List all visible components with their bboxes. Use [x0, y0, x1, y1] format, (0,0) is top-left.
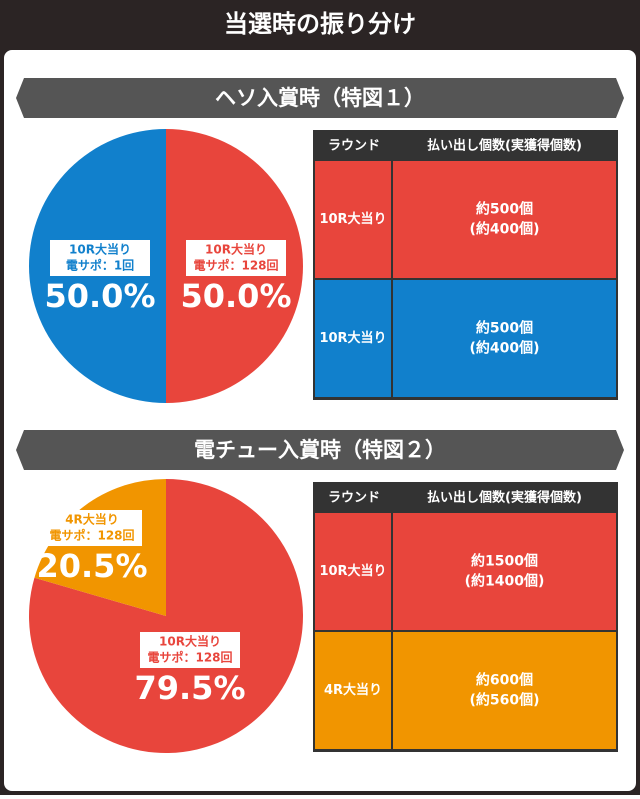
slice-value: 50.0% — [44, 277, 155, 315]
round-label: 10R大当り — [319, 563, 386, 579]
label-box — [50, 240, 150, 276]
payout: 約1500個 — [471, 553, 538, 570]
round-label: 10R大当り — [319, 330, 386, 346]
payout-actual: (約560個) — [469, 692, 539, 709]
slice-sublabel: 電サポ：1回 — [66, 258, 134, 273]
table-cell — [393, 632, 616, 749]
page-title: 当選時の振り分け — [224, 10, 416, 38]
table-header: 払い出し個数(実獲得個数) — [427, 138, 582, 154]
table-cell — [315, 513, 391, 630]
table-cell — [315, 632, 391, 749]
table-cell — [393, 280, 616, 397]
slice-label: 10R大当り — [159, 634, 221, 649]
table-header: ラウンド — [328, 139, 380, 154]
payout-actual: (約400個) — [469, 340, 539, 357]
payout: 約500個 — [476, 201, 533, 218]
payout-actual: (約400個) — [469, 221, 539, 238]
payout: 約600個 — [476, 672, 533, 689]
pie-slice — [28, 479, 303, 754]
slice-sublabel: 電サポ：128回 — [147, 650, 232, 665]
table-header: ラウンド — [328, 491, 380, 506]
slice-sublabel: 電サポ：128回 — [193, 258, 278, 273]
round-label: 4R大当り — [324, 682, 382, 698]
payout-actual: (約1400個) — [465, 573, 545, 590]
section-title: 電チュー入賞時（特図２） — [194, 438, 446, 462]
section-banner — [16, 78, 624, 118]
payout: 約500個 — [476, 320, 533, 337]
table-cell — [393, 161, 616, 278]
label-box — [140, 632, 240, 668]
table-header: 払い出し個数(実獲得個数) — [427, 490, 582, 506]
label-box — [42, 510, 142, 546]
table-cell — [393, 513, 616, 630]
section-title: ヘソ入賞時（特図１） — [215, 86, 425, 110]
slice-label: 4R大当り — [65, 512, 119, 527]
slice-label: 10R大当り — [69, 242, 131, 257]
table-cell — [315, 280, 391, 397]
section-banner — [16, 430, 624, 470]
table-cell — [315, 161, 391, 278]
slice-value: 20.5% — [36, 547, 147, 585]
slice-label: 10R大当り — [205, 242, 267, 257]
round-label: 10R大当り — [319, 211, 386, 227]
slice-sublabel: 電サポ：128回 — [49, 528, 134, 543]
slice-value: 79.5% — [134, 669, 245, 707]
slice-value: 50.0% — [180, 277, 291, 315]
label-box — [186, 240, 286, 276]
